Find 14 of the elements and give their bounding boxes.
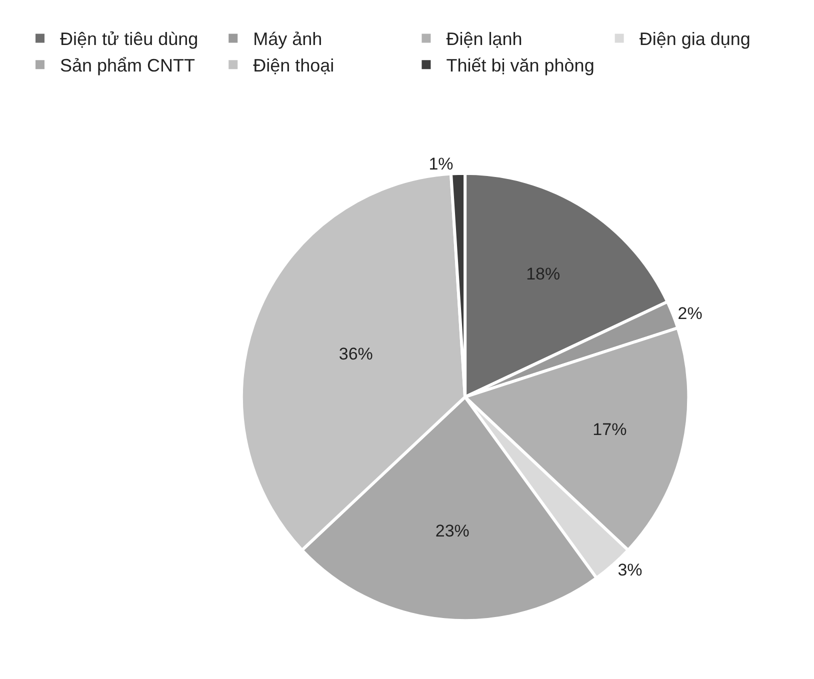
data-label: 17% xyxy=(592,420,627,439)
legend-label: Điện tử tiêu dùng xyxy=(60,29,198,50)
data-label: 1% xyxy=(428,154,454,174)
data-label: 23% xyxy=(435,522,470,541)
data-label: 18% xyxy=(526,264,560,284)
legend-label: Điện gia dụng xyxy=(639,29,750,50)
legend-label: Thiết bị văn phòng xyxy=(446,56,594,76)
legend-label: Điện thoại xyxy=(253,56,334,76)
data-label: 2% xyxy=(678,304,702,323)
legend-label: Máy ảnh xyxy=(253,29,322,50)
data-label: 36% xyxy=(338,344,373,364)
legend-label: Sản phẩm CNTT xyxy=(60,56,196,76)
legend-label: Điện lạnh xyxy=(446,29,522,50)
data-label: 3% xyxy=(618,560,642,580)
